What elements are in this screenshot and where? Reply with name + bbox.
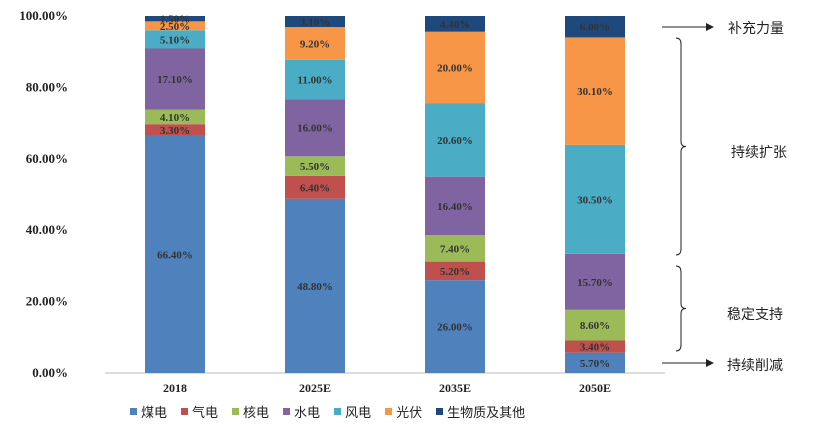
y-tick-label: 40.00% — [26, 222, 68, 237]
bar-segment — [285, 16, 345, 28]
y-tick-label: 100.00% — [19, 8, 68, 23]
annotation-reduce: 持续削减 — [727, 358, 783, 374]
data-label: 11.00% — [297, 75, 332, 87]
legend-swatch — [436, 408, 444, 415]
x-tick-label: 2018 — [163, 381, 187, 395]
bar-segment — [285, 59, 345, 100]
x-tick-label: 2025E — [299, 381, 331, 395]
annotation-stable: 稳定支持 — [727, 307, 783, 323]
legend-swatch — [334, 408, 342, 415]
x-tick-label: 2035E — [439, 381, 471, 395]
y-tick-label: 80.00% — [26, 79, 68, 94]
data-label: 66.40% — [157, 249, 193, 261]
bar-segment — [565, 16, 625, 38]
curly-bracket — [675, 37, 687, 256]
bar-segment — [565, 340, 625, 353]
data-label: 2.50% — [160, 21, 190, 33]
bar-segment — [425, 235, 485, 262]
bar-segment — [425, 31, 485, 104]
bar-segment — [425, 176, 485, 236]
bar-segment — [145, 21, 205, 31]
data-label: 30.50% — [577, 194, 613, 206]
legend-item: 风电 — [334, 402, 371, 421]
legend-label: 水电 — [294, 406, 321, 421]
data-label: 7.40% — [440, 243, 470, 255]
legend-label: 生物质及其他 — [447, 406, 526, 421]
annotation-brackets — [662, 23, 714, 367]
y-tick-label: 0.00% — [32, 365, 68, 380]
bar-segment — [145, 135, 205, 373]
bar-segment — [425, 16, 485, 32]
legend-swatch — [130, 408, 137, 415]
data-label: 20.60% — [437, 135, 473, 147]
legend-label: 风电 — [345, 406, 372, 421]
bar-segment — [285, 198, 345, 373]
data-label: 5.70% — [580, 358, 610, 370]
bar-segment — [425, 103, 485, 177]
legend-swatch — [283, 408, 291, 415]
legend-swatch — [232, 408, 240, 415]
data-label: 6.40% — [300, 182, 330, 194]
legend-item: 核电 — [232, 402, 269, 421]
data-label: 17.10% — [157, 74, 193, 86]
bar-segment — [145, 16, 205, 22]
legend-item: 光伏 — [385, 402, 422, 421]
bar-segment — [425, 261, 485, 281]
data-label: 30.10% — [577, 86, 613, 98]
legend-label: 煤电 — [141, 406, 168, 421]
arrow-head — [706, 23, 714, 31]
data-label: 4.10% — [160, 112, 190, 124]
legend-item: 煤电 — [130, 402, 167, 421]
data-label: 20.00% — [437, 62, 473, 74]
legend-label: 气电 — [192, 406, 219, 421]
bar-segment — [285, 175, 345, 199]
data-label: 48.80% — [297, 281, 333, 293]
curly-bracket — [675, 265, 687, 352]
annotation-expand: 持续扩张 — [731, 145, 787, 161]
bar-segment — [145, 48, 205, 110]
arrow-head — [706, 359, 714, 367]
data-label: 15.70% — [577, 277, 613, 289]
bar-segment — [565, 352, 625, 373]
bar-segment — [425, 280, 485, 373]
annotation-supplement: 补充力量 — [728, 21, 784, 37]
data-label: 3.10% — [300, 17, 330, 29]
data-label: 3.40% — [580, 342, 610, 354]
data-label: 5.50% — [300, 161, 330, 173]
data-label: 5.10% — [160, 34, 190, 46]
data-label: 9.20% — [300, 38, 330, 50]
bar-segment — [565, 37, 625, 145]
data-label: 8.60% — [580, 320, 610, 332]
x-tick-label: 2050E — [579, 381, 611, 395]
y-tick-label: 60.00% — [26, 151, 68, 166]
data-label: 4.40% — [440, 19, 470, 31]
bar-segment — [565, 309, 625, 341]
legend-item: 水电 — [283, 402, 320, 421]
bar-segment — [145, 30, 205, 49]
data-label: 26.00% — [437, 322, 473, 334]
data-label: 6.00% — [580, 22, 610, 34]
legend-item: 生物质及其他 — [436, 402, 525, 421]
bar-segment — [565, 144, 625, 254]
y-tick-label: 20.00% — [26, 294, 68, 309]
data-label: 16.00% — [297, 123, 333, 135]
bars: 66.40% 3.30%4.10% 17.10% 5.10%2.50%1.50% 48.… — [145, 14, 625, 373]
bar-segment — [285, 156, 345, 176]
legend-label: 核电 — [243, 406, 270, 421]
bar-segment — [565, 253, 625, 310]
legend-item: 气电 — [181, 402, 218, 421]
legend-swatch — [385, 408, 393, 415]
bar-segment — [285, 99, 345, 157]
data-label: 16.40% — [437, 201, 473, 213]
legend-label: 光伏 — [396, 406, 423, 421]
legend-swatch — [181, 408, 189, 415]
data-label: 5.20% — [440, 266, 470, 278]
data-label: 1.50% — [160, 14, 190, 26]
bar-segment — [145, 109, 205, 125]
bar-segment — [285, 27, 345, 60]
bar-segment — [145, 124, 205, 136]
legend: 煤电 气电 核电 水电 风电 光伏 生物质及其他 — [130, 402, 525, 421]
data-label: 3.30% — [160, 125, 190, 137]
